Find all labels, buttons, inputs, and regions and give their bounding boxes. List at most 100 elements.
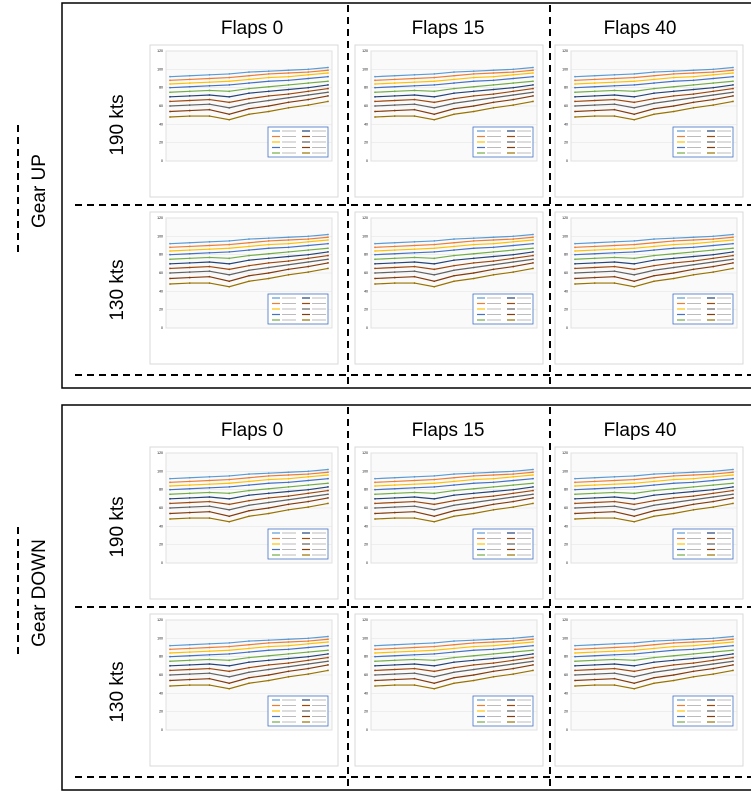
data-point (413, 500, 416, 503)
data-point (512, 98, 515, 101)
data-point (672, 80, 675, 83)
data-point (453, 71, 455, 73)
data-point (287, 477, 290, 480)
data-point (633, 243, 636, 246)
data-point (307, 655, 310, 658)
data-point (413, 667, 416, 670)
data-point (228, 273, 231, 276)
y-tick-label: 80 (364, 253, 368, 257)
data-point (633, 262, 636, 265)
data-point (228, 268, 231, 271)
data-point (287, 486, 290, 488)
data-point (393, 282, 396, 284)
data-point (633, 682, 636, 685)
data-point (169, 272, 171, 274)
data-point (653, 259, 655, 262)
data-point (287, 508, 290, 511)
data-point (433, 273, 436, 276)
y-tick-label: 60 (364, 271, 368, 275)
data-point (472, 272, 475, 274)
data-point (169, 648, 171, 651)
data-point (267, 492, 270, 495)
data-point (413, 244, 416, 247)
data-point (228, 95, 231, 98)
data-point (492, 662, 495, 664)
data-point (228, 247, 231, 250)
y-tick-label: 20 (159, 141, 163, 145)
data-point (692, 675, 695, 678)
data-point (692, 242, 695, 245)
data-point (653, 97, 655, 100)
data-point (613, 103, 616, 106)
data-point (613, 672, 616, 675)
data-point (712, 642, 715, 645)
data-point (169, 685, 171, 687)
data-point (712, 73, 715, 76)
data-point (672, 487, 675, 490)
data-point (433, 482, 436, 485)
data-point (492, 648, 495, 651)
data-point (732, 254, 734, 257)
data-point (248, 92, 250, 95)
data-point (413, 270, 416, 273)
data-point (267, 90, 270, 93)
data-point (472, 80, 475, 83)
data-point (512, 271, 515, 273)
data-point (593, 115, 596, 117)
data-point (472, 252, 475, 255)
data-point (492, 255, 495, 258)
data-point (169, 664, 171, 667)
data-point (327, 638, 329, 641)
data-point (393, 78, 396, 81)
data-point (169, 110, 171, 113)
data-point (327, 242, 329, 245)
data-point (512, 249, 515, 251)
data-point (692, 263, 695, 266)
data-point (732, 502, 734, 505)
data-point (633, 268, 636, 271)
data-point (532, 669, 534, 672)
data-point (307, 235, 310, 238)
data-point (188, 262, 191, 264)
data-point (492, 653, 495, 655)
thumbnail-chart: 0 20 40 60 80 100 120 (554, 211, 744, 365)
y-tick-label: 100 (362, 67, 368, 71)
data-point (188, 678, 191, 681)
data-point (327, 669, 329, 672)
data-point (532, 75, 534, 78)
data-point (169, 512, 171, 515)
thumbnail-chart: 0 20 40 60 80 100 120 (354, 44, 544, 198)
data-point (393, 517, 396, 519)
data-point (228, 101, 231, 104)
data-point (228, 642, 231, 644)
data-point (287, 242, 290, 245)
data-point (653, 238, 655, 240)
y-tick-label: 120 (362, 618, 368, 622)
data-point (574, 488, 576, 491)
data-point (672, 492, 675, 495)
data-point (492, 96, 495, 99)
data-point (413, 251, 416, 254)
data-point (327, 489, 329, 492)
y-tick-label: 80 (159, 488, 163, 492)
data-point (472, 73, 475, 75)
data-point (228, 492, 231, 495)
data-point (267, 73, 270, 75)
data-point (613, 282, 616, 284)
data-point (327, 66, 329, 69)
data-point (472, 237, 475, 240)
data-point (492, 638, 495, 641)
data-point (653, 682, 655, 685)
data-point (413, 505, 416, 508)
data-point (532, 267, 534, 270)
y-tick-label: 120 (157, 451, 163, 455)
data-point (732, 251, 734, 253)
data-point (732, 638, 734, 641)
data-point (453, 643, 455, 646)
data-point (712, 506, 715, 508)
data-point (532, 239, 534, 241)
y-tick-label: 0 (566, 159, 568, 163)
data-point (413, 275, 416, 278)
data-point (287, 638, 290, 641)
data-point (287, 503, 290, 506)
